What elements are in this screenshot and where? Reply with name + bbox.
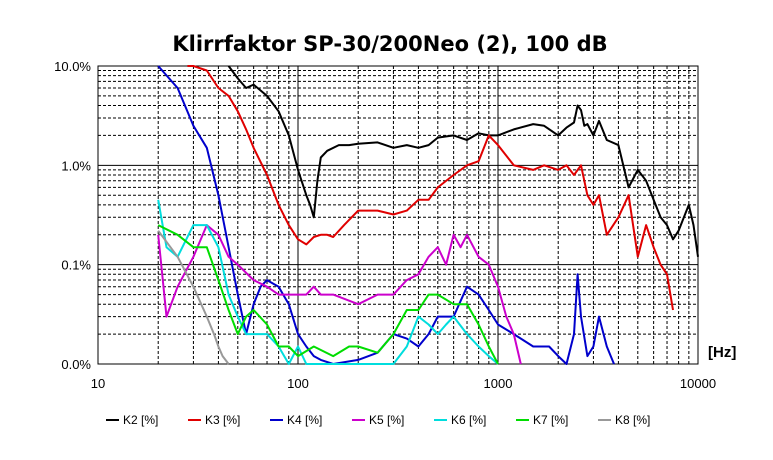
legend-label-k4: K4 [%] — [287, 413, 322, 427]
legend-label-k3: K3 [%] — [205, 413, 240, 427]
plot-frame — [97, 65, 699, 365]
legend-label-k8: K8 [%] — [615, 413, 650, 427]
series-layer — [157, 65, 699, 365]
x-tick-label: 100 — [287, 376, 309, 391]
series-line-k6 — [157, 199, 499, 365]
legend-label-k5: K5 [%] — [369, 413, 404, 427]
x-tick-label: 10000 — [680, 376, 716, 391]
series-line-k3 — [187, 65, 674, 311]
x-unit-label: [Hz] — [708, 344, 736, 361]
series-line-k2 — [227, 65, 699, 257]
x-tick-label: 1000 — [484, 376, 513, 391]
y-tick-label: 0.1% — [61, 258, 91, 273]
series-line-k7 — [157, 224, 499, 365]
series-line-k8 — [157, 230, 230, 365]
y-tick-label: 10.0% — [54, 59, 91, 74]
grid — [97, 66, 698, 365]
legend: K2 [%] K3 [%] K4 [%] K5 [%] K6 [%] K7 [%] K8 [… — [106, 413, 650, 427]
y-tick-label: 0.0% — [61, 357, 91, 372]
chart-title: Klirrfaktor SP-30/200Neo (2), 100 dB — [172, 32, 607, 56]
axis-labels: 10 100 1000 10000 10.0% 1.0% 0.1% 0.0% — [54, 59, 716, 391]
legend-label-k7: K7 [%] — [533, 413, 568, 427]
x-tick-label: 10 — [91, 376, 105, 391]
y-tick-label: 1.0% — [61, 158, 91, 173]
series-line-k5 — [157, 224, 522, 365]
legend-label-k6: K6 [%] — [451, 413, 486, 427]
legend-label-k2: K2 [%] — [123, 413, 158, 427]
